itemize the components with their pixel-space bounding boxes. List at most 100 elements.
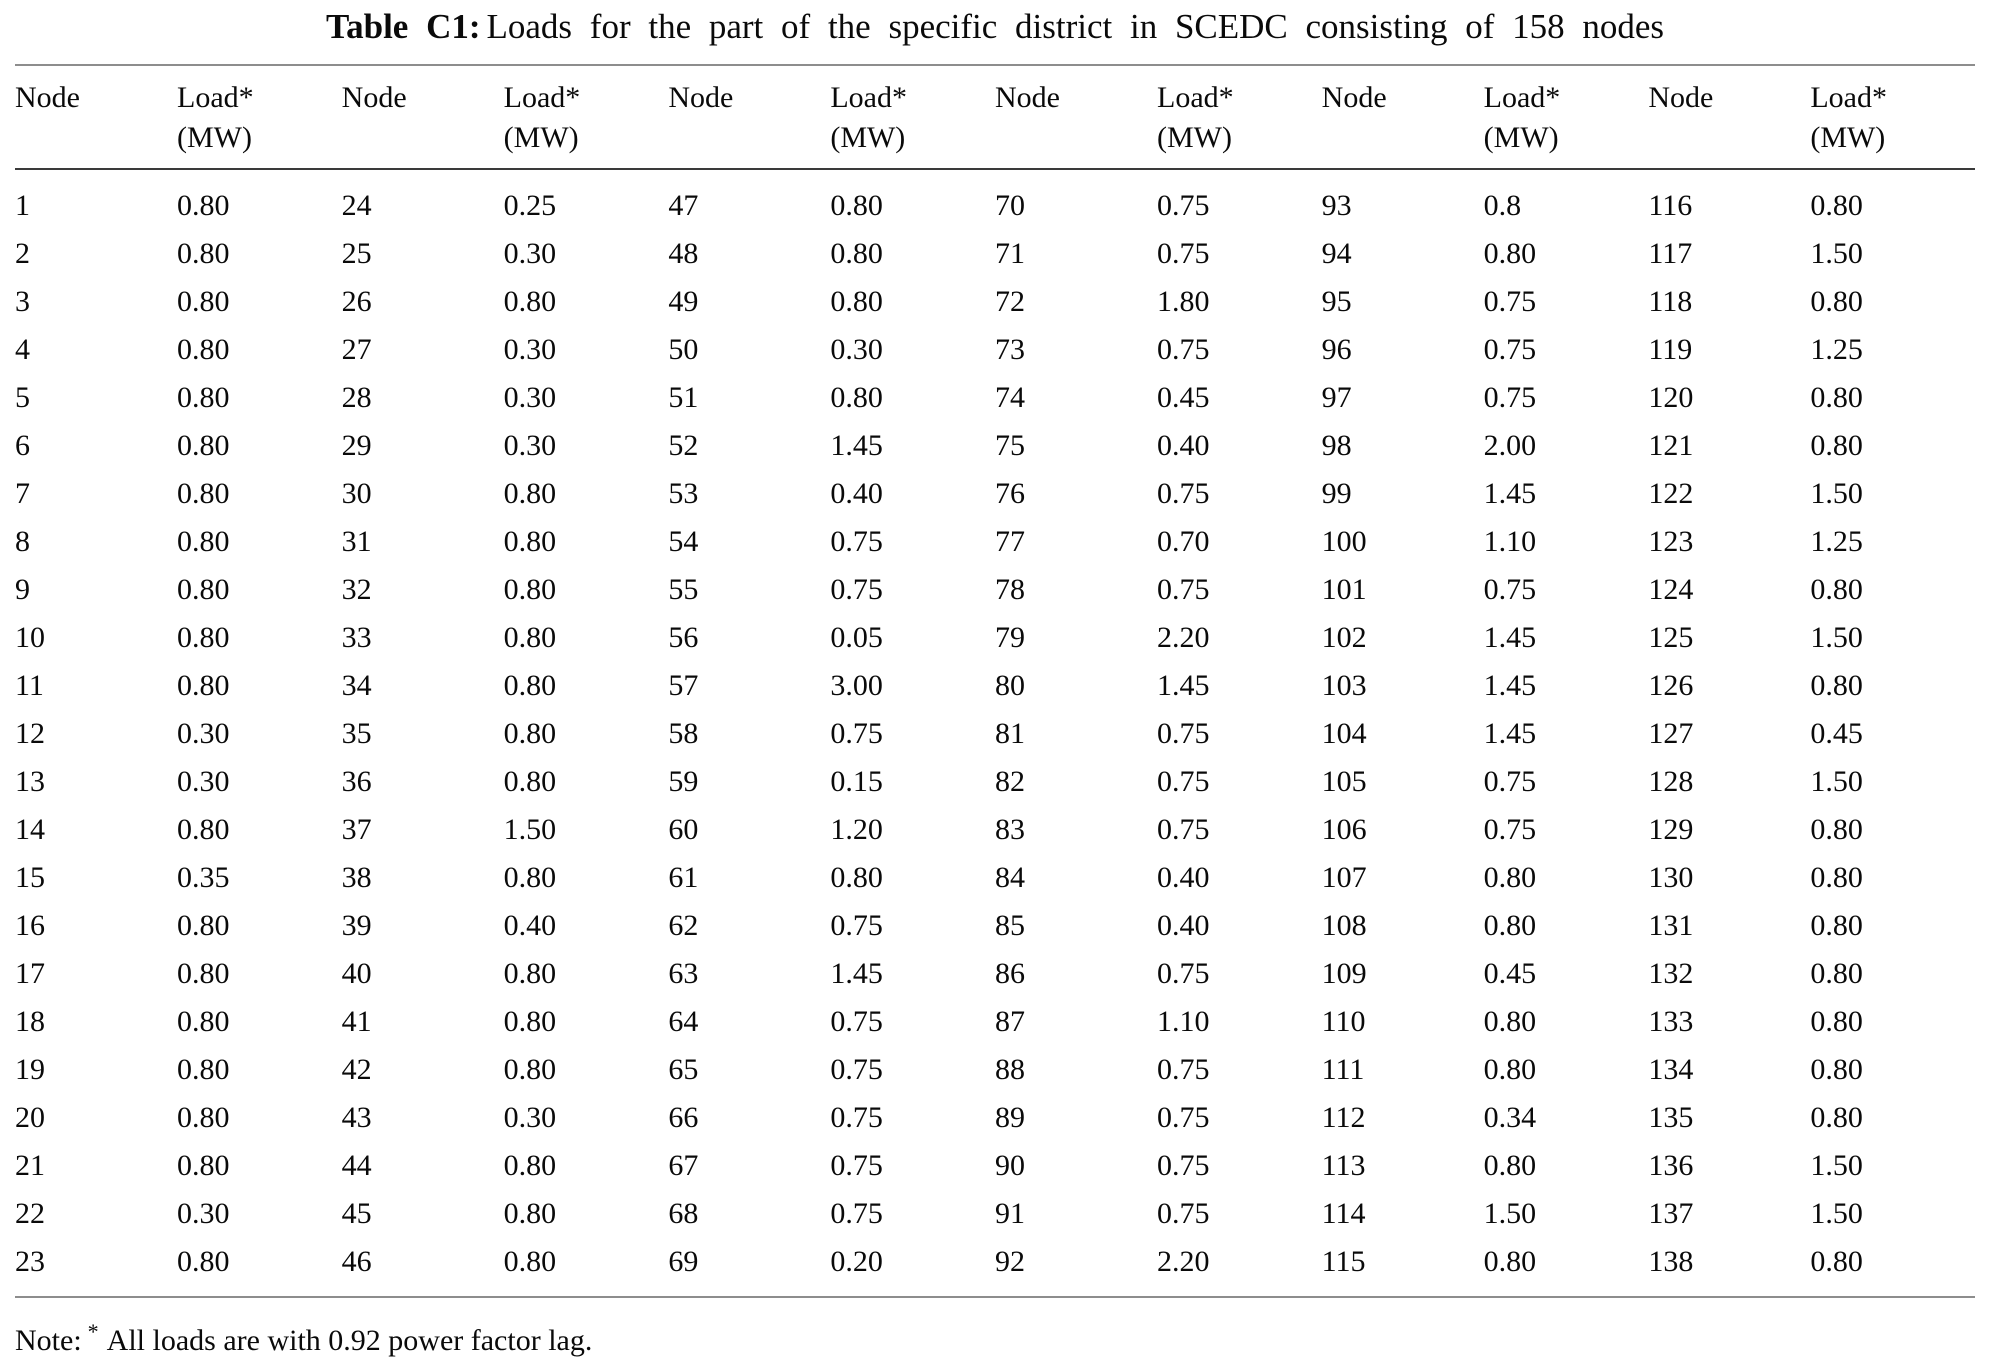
- load-cell: 1.45: [1483, 717, 1537, 750]
- load-cell: 0.80: [177, 189, 230, 222]
- node-cell: 79: [995, 621, 1025, 654]
- load-cell: 0.40: [1157, 429, 1210, 462]
- node-cell: 50: [668, 333, 699, 366]
- load-cell: 0.80: [177, 669, 230, 702]
- node-cell: 104: [1321, 717, 1367, 750]
- node-cell: 14: [15, 813, 45, 846]
- node-cell: 131: [1648, 909, 1694, 942]
- load-header-label: Load*: [1483, 81, 1561, 114]
- load-cell: 0.75: [830, 525, 883, 558]
- node-cell: 37: [341, 813, 372, 846]
- load-header: Load* (MW): [1484, 78, 1649, 158]
- node-cell: 127: [1648, 717, 1694, 750]
- load-cell: 2.20: [1157, 621, 1210, 654]
- load-cell: 0.80: [1810, 669, 1863, 702]
- load-cell: 0.75: [1157, 1197, 1210, 1230]
- node-header-label: Node: [1321, 81, 1387, 114]
- load-cell: 0.45: [1810, 717, 1863, 750]
- node-cell: 28: [341, 381, 372, 414]
- load-cell: 0.80: [1483, 237, 1537, 270]
- node-cell: 13: [15, 765, 45, 798]
- load-header: Load* (MW): [830, 78, 995, 158]
- node-cell: 65: [668, 1053, 699, 1086]
- load-cell: 0.80: [503, 861, 557, 894]
- load-cell: 0.80: [177, 957, 230, 990]
- load-cell: 0.75: [1483, 381, 1537, 414]
- load-cell: 0.40: [1157, 909, 1210, 942]
- table-caption-text: Loads for the part of the specific distr…: [486, 7, 1665, 46]
- node-cell: 20: [15, 1101, 45, 1134]
- node-cell: 101: [1321, 573, 1367, 606]
- node-cell: 110: [1321, 1005, 1366, 1038]
- node-cell: 2: [15, 237, 30, 270]
- load-header-unit: (MW): [1157, 121, 1232, 154]
- load-header: Load* (MW): [177, 78, 342, 158]
- node-cell: 123: [1648, 525, 1694, 558]
- node-header-label: Node: [341, 81, 407, 114]
- node-cell: 5: [15, 381, 30, 414]
- load-cell: 0.75: [830, 1053, 883, 1086]
- node-cell: 133: [1648, 1005, 1694, 1038]
- load-header: Load* (MW): [1810, 78, 1975, 158]
- load-cell: 0.80: [177, 285, 230, 318]
- load-cell: 0.20: [830, 1245, 883, 1278]
- node-cell: 95: [1321, 285, 1352, 318]
- load-cell: 0.30: [503, 381, 557, 414]
- node-header-label: Node: [15, 81, 80, 114]
- node-cell: 22: [15, 1197, 45, 1230]
- load-cell: 0.35: [177, 861, 230, 894]
- load-header-unit: (MW): [1483, 121, 1559, 154]
- load-cell: 0.75: [830, 717, 883, 750]
- node-cell: 55: [668, 573, 699, 606]
- footnote-prefix: Note:: [15, 1324, 82, 1357]
- load-cell: 1.50: [1483, 1197, 1537, 1230]
- load-cell: 0.80: [177, 477, 230, 510]
- load-cell: 0.75: [1157, 1149, 1210, 1182]
- load-cell: 0.80: [830, 285, 883, 318]
- load-cell: 0.80: [503, 957, 557, 990]
- node-cell: 116: [1648, 189, 1693, 222]
- node-cell: 24: [341, 189, 372, 222]
- footnote: Note: * All loads are with 0.92 power fact…: [15, 1312, 1990, 1361]
- node-cell: 102: [1321, 621, 1367, 654]
- node-cell: 83: [995, 813, 1025, 846]
- node-cell: 89: [995, 1101, 1025, 1134]
- node-header: Node: [1648, 78, 1810, 158]
- node-cell: 8: [15, 525, 30, 558]
- load-cell: 0.80: [503, 621, 557, 654]
- load-cell: 0.30: [830, 333, 883, 366]
- load-cell: 0.80: [830, 381, 883, 414]
- load-cell: 0.80: [830, 237, 883, 270]
- node-cell: 115: [1321, 1245, 1366, 1278]
- node-cell: 114: [1321, 1197, 1366, 1230]
- node-header: Node: [995, 78, 1157, 158]
- load-cell: 0.75: [1157, 813, 1210, 846]
- node-cell: 138: [1648, 1245, 1694, 1278]
- node-cell: 103: [1321, 669, 1367, 702]
- node-cell: 3: [15, 285, 30, 318]
- load-cell: 0.80: [1483, 1053, 1537, 1086]
- node-cell: 12: [15, 717, 45, 750]
- node-cell: 30: [341, 477, 372, 510]
- node-cell: 17: [15, 957, 45, 990]
- node-cell: 113: [1321, 1149, 1366, 1182]
- node-cell: 66: [668, 1101, 699, 1134]
- node-cell: 19: [15, 1053, 45, 1086]
- node-header: Node: [668, 78, 830, 158]
- node-cell: 106: [1321, 813, 1367, 846]
- load-cell: 0.05: [830, 621, 883, 654]
- load-cell: 2.20: [1157, 1245, 1210, 1278]
- load-cell: 1.50: [1810, 1197, 1863, 1230]
- node-cell: 59: [668, 765, 699, 798]
- load-cell: 0.80: [177, 429, 230, 462]
- node-cell: 32: [341, 573, 372, 606]
- load-cell: 0.75: [1483, 813, 1537, 846]
- node-cell: 35: [341, 717, 372, 750]
- node-cell: 96: [1321, 333, 1352, 366]
- node-cell: 40: [341, 957, 372, 990]
- node-cell: 21: [15, 1149, 45, 1182]
- node-cell: 60: [668, 813, 699, 846]
- load-header: Load* (MW): [1157, 78, 1322, 158]
- load-cell: 0.80: [177, 1101, 230, 1134]
- load-cell: 1.50: [1810, 621, 1863, 654]
